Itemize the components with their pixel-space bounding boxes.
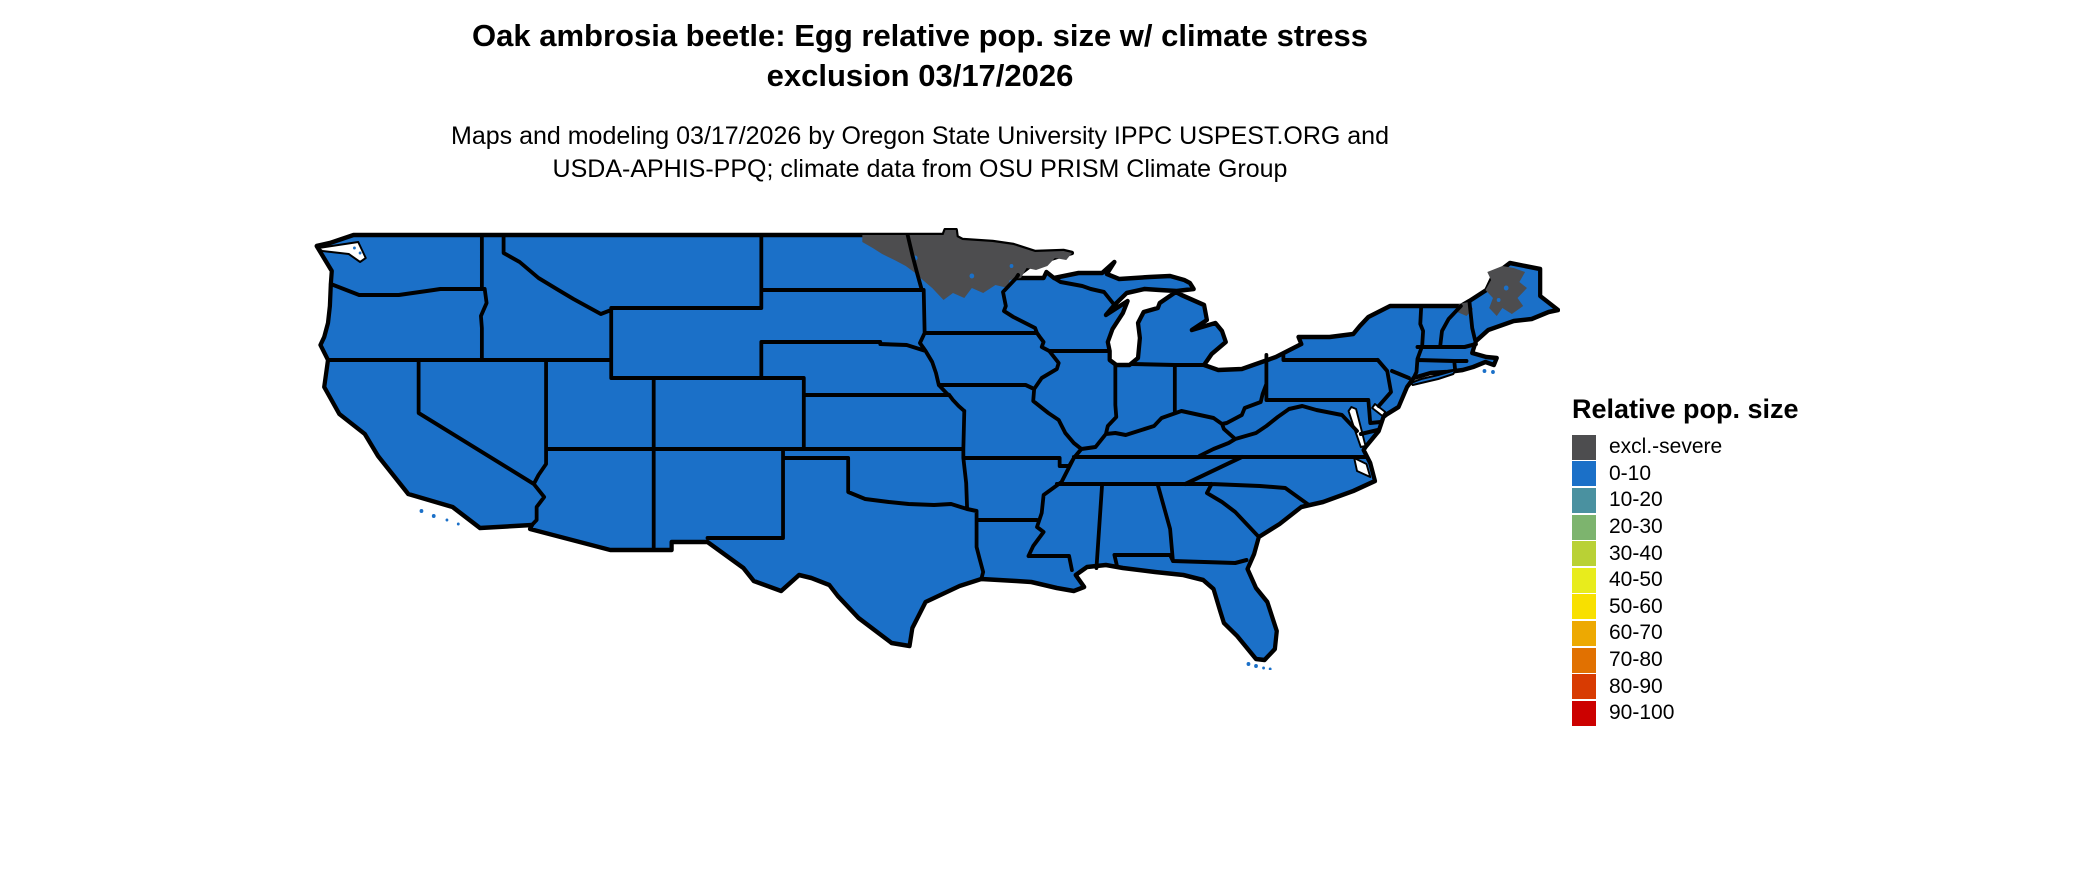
legend-item: 40-50 bbox=[1572, 567, 1799, 594]
legend-item-label: 90-100 bbox=[1609, 701, 1675, 725]
channel-island-dot bbox=[456, 522, 460, 526]
channel-island-dot bbox=[431, 514, 436, 518]
map-legend: Relative pop. size excl.-severe 0-10 10-20… bbox=[1572, 394, 1799, 727]
legend-item-label: 80-90 bbox=[1609, 674, 1663, 698]
legend-item-label: excl.-severe bbox=[1609, 435, 1723, 459]
us-map-svg bbox=[314, 228, 1560, 670]
legend-item: 50-60 bbox=[1572, 594, 1799, 621]
us-landmass bbox=[314, 228, 1560, 663]
puget-island-dot bbox=[353, 246, 356, 250]
legend-swatch bbox=[1572, 620, 1596, 646]
pamlico-sound-water bbox=[1353, 457, 1372, 478]
puget-island-dot bbox=[358, 251, 362, 255]
exclusion-region-maine bbox=[1485, 266, 1527, 316]
legend-swatch bbox=[1572, 487, 1596, 513]
speck bbox=[1503, 285, 1509, 291]
legend-item: 90-100 bbox=[1572, 700, 1799, 727]
legend-item: 30-40 bbox=[1572, 540, 1799, 567]
legend-item-label: 70-80 bbox=[1609, 648, 1663, 672]
chesapeake-bay-water bbox=[1347, 406, 1367, 448]
subtitle-line-1: Maps and modeling 03/17/2026 by Oregon S… bbox=[451, 122, 1389, 150]
speck bbox=[969, 273, 975, 279]
island-dot bbox=[1482, 369, 1487, 373]
long-island bbox=[1409, 368, 1458, 386]
legend-swatch bbox=[1572, 461, 1596, 487]
island-dot bbox=[1491, 370, 1495, 374]
delaware-bay-water bbox=[1371, 403, 1387, 417]
legend-rows: excl.-severe 0-10 10-20 20-30 30-40 40-50 50-6… bbox=[1572, 434, 1799, 727]
legend-swatch bbox=[1572, 514, 1596, 540]
page-title: Oak ambrosia beetle: Egg relative pop. s… bbox=[0, 16, 1840, 96]
title-line-1: Oak ambrosia beetle: Egg relative pop. s… bbox=[472, 18, 1368, 53]
florida-keys-dot bbox=[1254, 664, 1258, 668]
legend-item-label: 0-10 bbox=[1609, 461, 1652, 485]
channel-island-dot bbox=[445, 518, 449, 522]
legend-item: 70-80 bbox=[1572, 647, 1799, 674]
legend-swatch bbox=[1572, 567, 1596, 593]
exclusion-region-minnesota-north-dakota bbox=[862, 230, 1072, 300]
legend-item-label: 10-20 bbox=[1609, 488, 1663, 512]
page-subtitle: Maps and modeling 03/17/2026 by Oregon S… bbox=[0, 120, 1840, 186]
legend-item-label: 30-40 bbox=[1609, 541, 1663, 565]
legend-item: 60-70 bbox=[1572, 620, 1799, 647]
legend-item: excl.-severe bbox=[1572, 434, 1799, 461]
subtitle-line-2: USDA-APHIS-PPQ; climate data from OSU PR… bbox=[552, 155, 1288, 183]
legend-swatch bbox=[1572, 674, 1596, 700]
legend-item-label: 60-70 bbox=[1609, 621, 1663, 645]
title-line-2: exclusion 03/17/2026 bbox=[766, 58, 1074, 93]
legend-swatch bbox=[1572, 434, 1596, 460]
us-choropleth-map bbox=[311, 228, 1560, 670]
legend-item-label: 50-60 bbox=[1609, 594, 1663, 618]
florida-keys-dot bbox=[1262, 666, 1265, 670]
speck bbox=[1496, 298, 1501, 302]
legend-item: 20-30 bbox=[1572, 514, 1799, 541]
speck bbox=[1009, 264, 1014, 268]
legend-swatch bbox=[1572, 647, 1596, 673]
state-borders bbox=[326, 233, 1478, 581]
channel-island-dot bbox=[419, 509, 424, 513]
legend-title: Relative pop. size bbox=[1572, 394, 1799, 424]
legend-item: 80-90 bbox=[1572, 673, 1799, 700]
legend-swatch bbox=[1572, 594, 1596, 620]
legend-item: 10-20 bbox=[1572, 487, 1799, 514]
legend-swatch bbox=[1572, 700, 1596, 726]
florida-keys-dot bbox=[1268, 667, 1272, 670]
legend-swatch bbox=[1572, 541, 1596, 567]
florida-keys-dot bbox=[1246, 662, 1251, 666]
legend-item-label: 40-50 bbox=[1609, 568, 1663, 592]
legend-item-label: 20-30 bbox=[1609, 515, 1663, 539]
legend-item: 0-10 bbox=[1572, 461, 1799, 488]
